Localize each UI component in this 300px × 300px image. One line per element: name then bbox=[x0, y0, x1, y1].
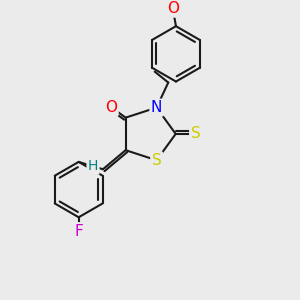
Text: O: O bbox=[105, 100, 117, 115]
Text: N: N bbox=[151, 100, 162, 115]
Text: S: S bbox=[190, 126, 200, 141]
Text: S: S bbox=[152, 153, 161, 168]
Text: F: F bbox=[74, 224, 83, 238]
Text: H: H bbox=[88, 159, 98, 173]
Text: O: O bbox=[167, 1, 179, 16]
